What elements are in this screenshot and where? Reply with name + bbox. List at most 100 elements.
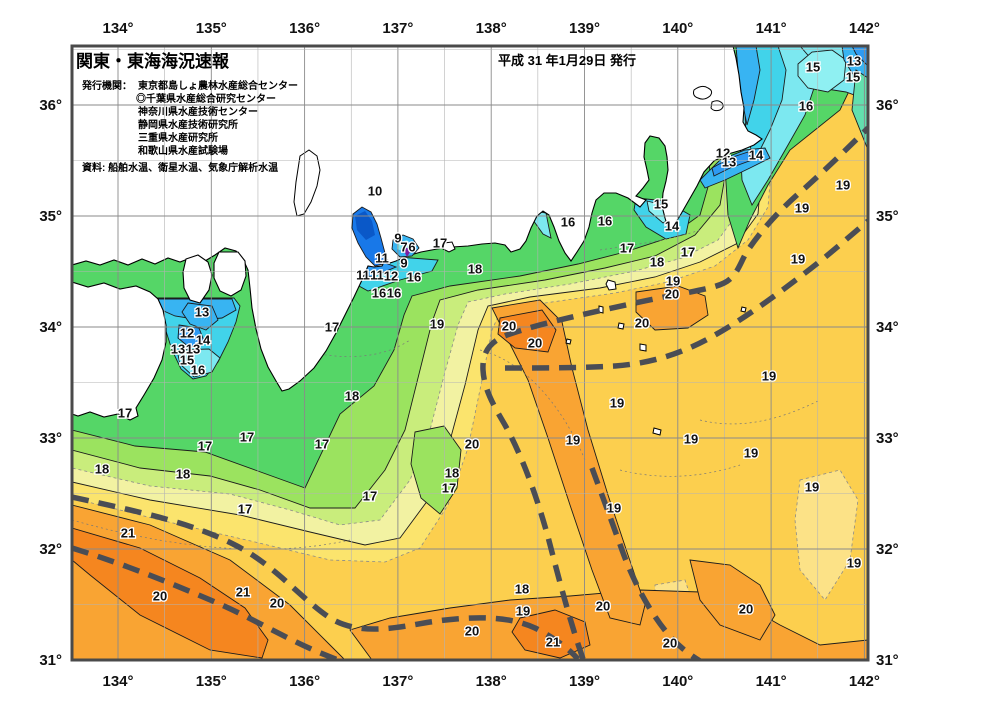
temp-label: 15 [654,197,668,212]
contour-dashed [72,519,351,550]
island [565,338,572,345]
longitude-label-top: 142° [849,20,880,37]
band-blue-13-kashima [699,147,771,189]
temp-label: 15 [846,70,860,85]
ise-bay-cold-core [355,211,375,240]
temp-label: 13 [186,342,200,357]
temp-label: 17 [620,241,634,256]
temp-label: 19 [607,501,621,516]
temp-label: 17 [118,406,132,421]
lake-kitaura [710,100,724,112]
band-blue-12-kashima [711,151,753,177]
land-honshu [72,46,763,392]
header-block: 関東・東海海況速報 平成 31 年1月29日 発行 発行機関： 東京都島しょ農林… [76,51,636,174]
temp-label: 17 [198,439,212,454]
izu-islands [565,279,747,436]
longitude-label-bottom: 137° [382,673,413,690]
temp-label: 19 [684,432,698,447]
longitude-label-bottom: 135° [196,673,227,690]
temp-label: 19 [795,201,809,216]
island [740,306,747,313]
temp-label: 20 [663,636,677,651]
temp-label: 20 [528,336,542,351]
contour-dashed [479,349,586,461]
band-palecyan-kii-south [176,348,221,378]
lake-biwa [293,149,321,217]
band-orange-20-southwest [72,504,346,660]
longitude-label-top: 137° [382,20,413,37]
island [639,343,647,352]
temp-label: 18 [345,389,359,404]
temp-label: 14 [749,148,764,163]
band-green-finger-17 [410,425,462,515]
issuer-line: 三重県水産研究所 [138,131,218,144]
temp-label: 11 [370,268,384,283]
latitude-label-right: 31° [876,652,899,669]
temp-label: 16 [799,99,813,114]
temp-label: 16 [598,214,612,229]
temp-label: 16 [191,363,205,378]
latitude-label-right: 36° [876,97,899,114]
island [605,279,617,291]
issuer-line: 静岡県水産技術研究所 [138,118,238,131]
temp-label: 14 [196,333,211,348]
temp-label: 19 [805,480,819,495]
temp-label: 21 [236,585,250,600]
temp-label: 20 [665,287,679,302]
latitude-label-right: 33° [876,430,899,447]
issue-date: 平成 31 年1月29日 発行 [498,53,636,68]
temp-label: 18 [445,466,459,481]
temp-label: 19 [791,252,805,267]
issuer-line: 和歌山県水産試験場 [137,144,228,157]
temp-label: 12 [180,326,194,341]
band-blue13-kii-blob [181,302,219,331]
temp-label: 19 [666,274,680,289]
temp-label: 17 [240,430,254,445]
map-frame [70,44,870,662]
longitude-label-bottom: 138° [476,673,507,690]
temp-label: 17 [325,320,339,335]
issuer-label: 発行機関： [81,79,132,92]
temp-label: 18 [468,262,482,277]
issuer-line: 東京都島しょ農林水産総合センター [138,79,298,92]
latitude-label-left: 32° [39,541,62,558]
temp-label: 20 [270,596,284,611]
issuer-line: ◎千葉県水産総合研究センター [136,92,276,105]
longitude-label-bottom: 134° [102,673,133,690]
temp-label: 18 [176,467,190,482]
longitude-label-top: 134° [102,20,133,37]
latitude-label-left: 34° [39,319,62,336]
temp-label: 16 [407,270,421,285]
longitude-label-top: 136° [289,20,320,37]
lake-kasumigaura [693,85,713,100]
longitude-label-top: 135° [196,20,227,37]
current-arrow-icon [402,241,414,257]
temp-label: 13 [847,54,861,69]
axis-labels: 134° 134° 135° 135° 136° 136° 137° 137° 138° 138°… [39,20,898,690]
band-orange-20-east-bump [689,559,776,641]
kuroshio-segment [589,467,702,660]
temp-label: 16 [561,215,575,230]
latitude-label-right: 35° [876,208,899,225]
island [617,322,625,330]
temp-label: 19 [744,446,758,461]
band-darkorange-21-meander-core [497,309,557,353]
temp-label: 12 [716,146,730,161]
latitude-label-left: 36° [39,97,62,114]
temp-label: 19 [610,396,624,411]
longitude-label-bottom: 141° [756,673,787,690]
temp-label: 19 [430,317,444,332]
contour-dashed [699,399,821,425]
band-15-warm-eddy [797,49,847,93]
temp-label: 9 [400,256,407,271]
temp-label: 13 [722,155,736,170]
temp-label: 16 [372,286,386,301]
temp-label: 6 [408,240,415,255]
temp-label: 18 [95,462,109,477]
temp-label: 20 [596,599,610,614]
temp-label: 17 [681,245,695,260]
temp-label: 19 [836,178,850,193]
temp-label: 17 [363,489,377,504]
